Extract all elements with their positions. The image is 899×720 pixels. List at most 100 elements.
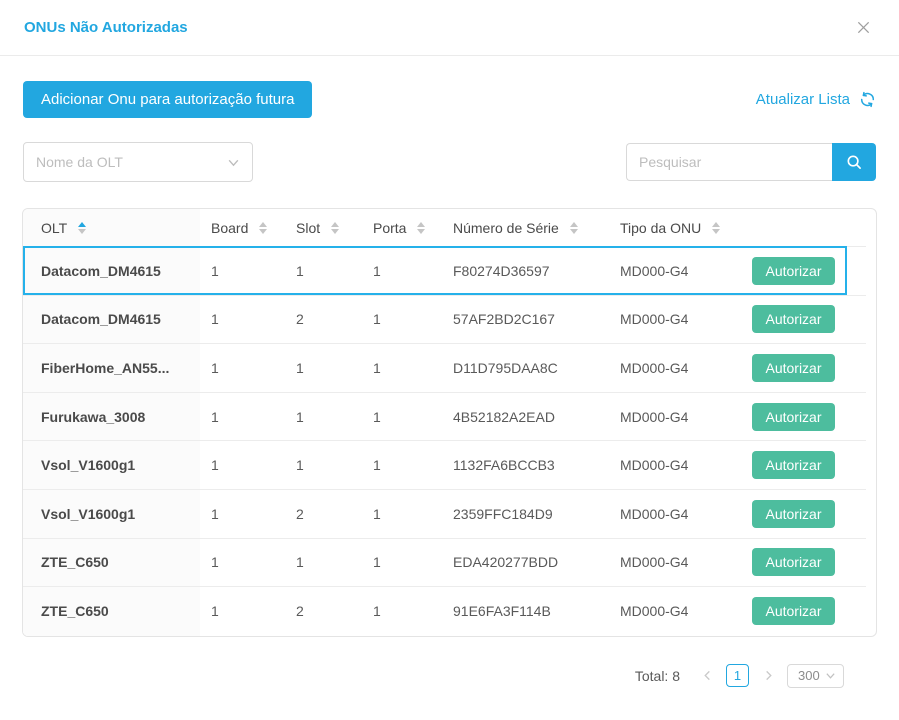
slot-cell: 1 [296, 457, 304, 474]
slot-cell: 1 [296, 408, 304, 425]
serial-number-cell: F80274D36597 [453, 262, 550, 279]
porta-cell: 1 [373, 359, 381, 376]
olt-name-cell: Datacom_DM4615 [41, 262, 161, 279]
olt-name-cell: ZTE_C650 [41, 554, 109, 571]
column-header-porta[interactable]: Porta [361, 209, 441, 246]
authorize-button[interactable]: Autorizar [752, 256, 835, 285]
chevron-down-icon [228, 159, 239, 166]
slot-cell: 1 [296, 359, 304, 376]
serial-number-cell: 4B52182A2EAD [453, 408, 555, 425]
filters-row: Nome da OLT [23, 142, 876, 182]
table-row[interactable]: ZTE_C650 1 1 1 EDA420277BDD MD000-G4 Aut… [23, 538, 866, 588]
modal-title: ONUs Não Autorizadas [24, 19, 188, 36]
board-cell: 1 [211, 311, 219, 328]
board-cell: 1 [211, 554, 219, 571]
refresh-link-label: Atualizar Lista [755, 91, 850, 108]
search-input[interactable] [626, 143, 832, 181]
next-page-button[interactable] [761, 665, 775, 687]
column-header-board[interactable]: Board [200, 209, 286, 246]
authorize-button[interactable]: Autorizar [752, 548, 835, 577]
refresh-list-link[interactable]: Atualizar Lista [756, 91, 876, 108]
close-button[interactable] [851, 16, 875, 40]
board-cell: 1 [211, 603, 219, 620]
slot-cell: 1 [296, 262, 304, 279]
search-button[interactable] [832, 143, 876, 181]
search-icon [847, 155, 861, 169]
authorize-button[interactable]: Autorizar [752, 597, 835, 626]
column-header-serial[interactable]: Número de Série [441, 209, 609, 246]
page-size-select[interactable]: 300 [787, 663, 844, 688]
onu-type-cell: MD000-G4 [620, 311, 689, 328]
onu-type-cell: MD000-G4 [620, 359, 689, 376]
porta-cell: 1 [373, 262, 381, 279]
pagination: Total: 8 1 300 [23, 663, 876, 688]
search-group [626, 143, 876, 181]
column-header-olt[interactable]: OLT [23, 209, 200, 246]
table-row[interactable]: Vsol_V1600g1 1 1 1 1132FA6BCCB3 MD000-G4… [23, 441, 866, 490]
previous-page-button[interactable] [700, 665, 714, 687]
olt-name-cell: Vsol_V1600g1 [41, 505, 136, 522]
add-onu-button[interactable]: Adicionar Onu para autorização futura [23, 81, 313, 118]
chevron-down-icon [826, 673, 835, 679]
table-row[interactable]: ZTE_C650 1 2 1 91E6FA3F114B MD000-G4 Aut… [23, 587, 866, 636]
olt-name-cell: Datacom_DM4615 [41, 311, 161, 328]
porta-cell: 1 [373, 554, 381, 571]
serial-number-cell: 1132FA6BCCB3 [453, 457, 555, 474]
column-header-slot[interactable]: Slot [286, 209, 361, 246]
modal-header: ONUs Não Autorizadas [0, 0, 899, 56]
authorize-button[interactable]: Autorizar [752, 305, 835, 334]
onu-type-cell: MD000-G4 [620, 603, 689, 620]
serial-number-cell: 91E6FA3F114B [453, 603, 551, 620]
porta-cell: 1 [373, 408, 381, 425]
chevron-left-icon [703, 671, 710, 681]
olt-name-cell: Vsol_V1600g1 [41, 457, 136, 474]
olt-select-placeholder: Nome da OLT [36, 154, 123, 170]
slot-cell: 2 [296, 311, 304, 328]
board-cell: 1 [211, 457, 219, 474]
serial-number-cell: EDA420277BDD [453, 554, 559, 571]
board-cell: 1 [211, 359, 219, 376]
serial-number-cell: 2359FFC184D9 [453, 505, 553, 522]
sort-carets-icon [569, 221, 578, 234]
column-header-tipo[interactable]: Tipo da ONU [609, 209, 741, 246]
sort-carets-icon [712, 221, 721, 234]
total-count-label: Total: 8 [634, 667, 680, 684]
table-row[interactable]: Datacom_DM4615 1 1 1 F80274D36597 MD000-… [23, 246, 866, 296]
sort-carets-icon [78, 221, 87, 234]
authorize-button[interactable]: Autorizar [752, 353, 835, 382]
table-row[interactable]: Vsol_V1600g1 1 2 1 2359FFC184D9 MD000-G4… [23, 489, 866, 539]
table-row[interactable]: Datacom_DM4615 1 2 1 57AF2BD2C167 MD000-… [23, 295, 866, 345]
toolbar: Adicionar Onu para autorização futura At… [23, 81, 876, 118]
slot-cell: 1 [296, 554, 304, 571]
onu-table: OLT Board Slot Porta Número de Série [22, 208, 877, 637]
page-number-button[interactable]: 1 [726, 664, 749, 688]
refresh-icon [860, 91, 875, 108]
porta-cell: 1 [373, 603, 381, 620]
porta-cell: 1 [373, 311, 381, 328]
board-cell: 1 [211, 408, 219, 425]
authorize-button[interactable]: Autorizar [752, 402, 835, 431]
board-cell: 1 [211, 262, 219, 279]
onu-type-cell: MD000-G4 [620, 554, 689, 571]
sort-carets-icon [331, 221, 340, 234]
olt-name-select[interactable]: Nome da OLT [23, 142, 253, 182]
onu-type-cell: MD000-G4 [620, 505, 689, 522]
board-cell: 1 [211, 505, 219, 522]
close-icon [857, 21, 869, 34]
onu-type-cell: MD000-G4 [620, 262, 689, 279]
olt-name-cell: ZTE_C650 [41, 603, 109, 620]
serial-number-cell: 57AF2BD2C167 [453, 311, 555, 328]
slot-cell: 2 [296, 603, 304, 620]
authorize-button[interactable]: Autorizar [752, 499, 835, 528]
table-row[interactable]: FiberHome_AN55... 1 1 1 D11D795DAA8C MD0… [23, 344, 866, 393]
table-row[interactable]: Furukawa_3008 1 1 1 4B52182A2EAD MD000-G… [23, 392, 866, 442]
porta-cell: 1 [373, 457, 381, 474]
sort-carets-icon [417, 221, 426, 234]
chevron-right-icon [765, 671, 772, 681]
page-size-value: 300 [798, 668, 820, 684]
authorize-button[interactable]: Autorizar [752, 451, 835, 480]
slot-cell: 2 [296, 505, 304, 522]
table-body: Datacom_DM4615 1 1 1 F80274D36597 MD000-… [23, 246, 876, 636]
onu-type-cell: MD000-G4 [620, 457, 689, 474]
sort-carets-icon [259, 221, 268, 234]
